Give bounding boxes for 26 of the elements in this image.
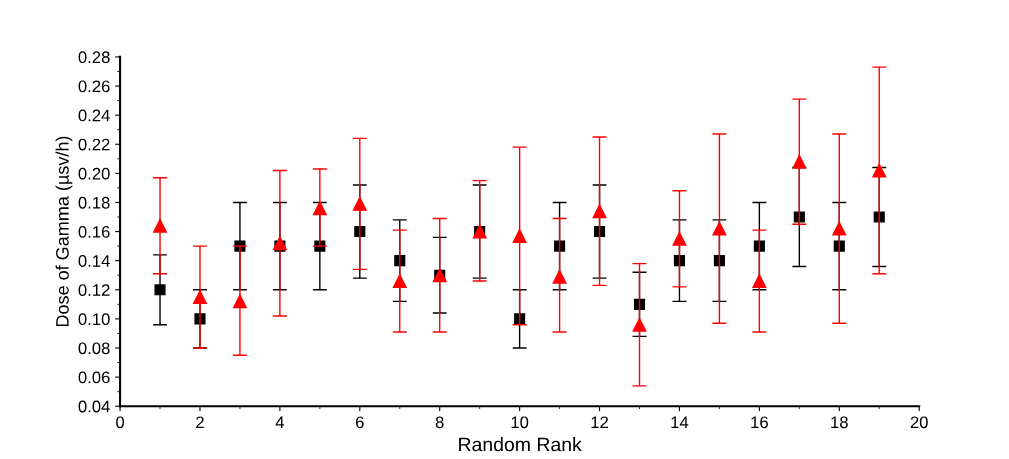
y-tick-label: 0.20 [78, 167, 110, 180]
y-tick-label: 0.12 [78, 284, 110, 296]
y-tick-label: 0.14 [78, 255, 110, 267]
y-tick-label: 0.10 [78, 313, 110, 326]
x-tick-label: 0 [116, 416, 125, 429]
y-tick-label: 0.18 [78, 196, 110, 209]
x-tick-label: 10 [511, 416, 529, 429]
x-tick-label: 8 [435, 416, 444, 429]
x-tick-label: 12 [591, 416, 608, 429]
x-axis-title: Random Rank [459, 437, 582, 452]
y-axis-title: Dose of Gamma (µsv/h) [55, 136, 73, 327]
y-tick-label: 0.08 [78, 342, 110, 355]
x-tick-label: 14 [671, 416, 689, 429]
x-tick-label: 16 [751, 416, 768, 429]
y-tick-label: 0.28 [78, 51, 110, 64]
y-tick-label: 0.04 [78, 400, 110, 413]
x-tick-label: 2 [196, 416, 204, 429]
y-tick-label: 0.26 [78, 80, 110, 93]
y-tick-label: 0.22 [78, 138, 110, 151]
x-tick-label: 4 [275, 416, 285, 429]
y-tick-label: 0.06 [78, 371, 110, 384]
x-tick-label: 6 [356, 416, 364, 429]
x-tick-label: 20 [910, 416, 928, 429]
y-tick-label: 0.16 [78, 225, 110, 238]
y-tick-label: 0.24 [78, 109, 110, 122]
x-tick-label: 18 [831, 416, 848, 429]
